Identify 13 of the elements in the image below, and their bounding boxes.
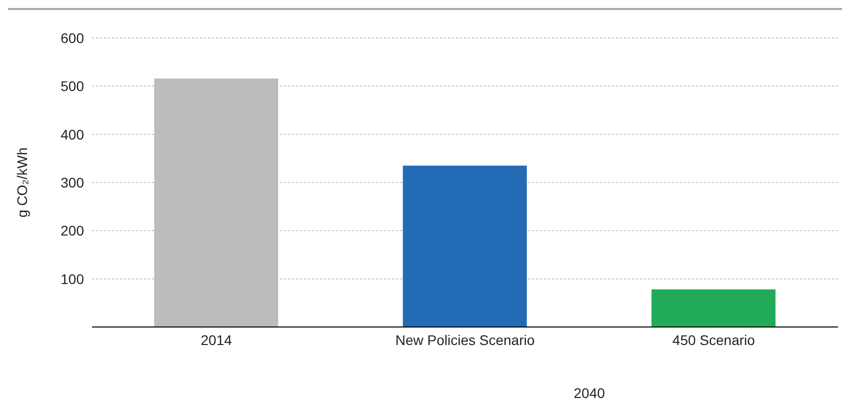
x-tick-label: 2014 — [200, 332, 232, 348]
y-tick-label: 400 — [60, 126, 84, 142]
bar — [402, 166, 527, 327]
y-tick-label: 600 — [60, 30, 84, 46]
y-axis-title: g CO₂/kWh — [14, 148, 30, 218]
bar — [652, 289, 776, 327]
text: 2040 — [572, 385, 606, 401]
y-tick-label: 100 — [60, 270, 84, 287]
y-tick-label: 300 — [60, 174, 84, 190]
x-tick-label: 450 Scenario — [672, 332, 756, 348]
y-tick-label: 200 — [60, 222, 84, 239]
x-tick-label: New Policies Scenario — [395, 332, 535, 348]
y-tick-label: 500 — [60, 78, 84, 94]
